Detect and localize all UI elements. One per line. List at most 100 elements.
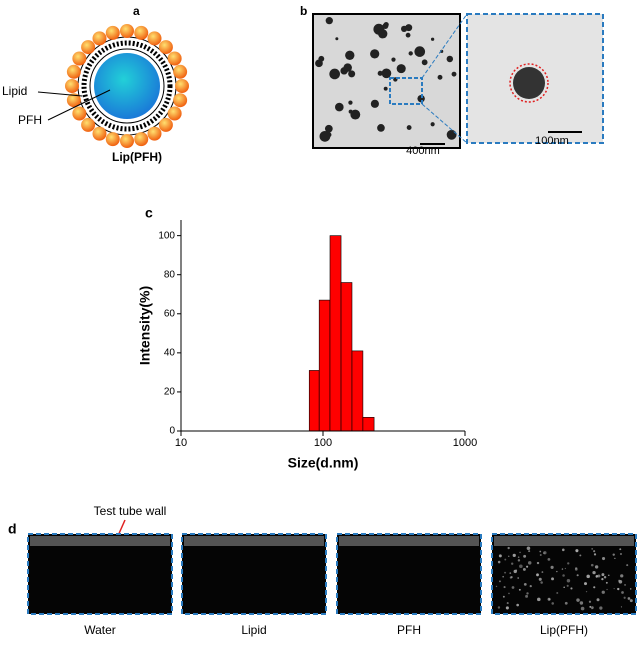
lipid-bead <box>72 106 87 121</box>
echo <box>537 597 541 602</box>
lipid-bead <box>81 117 96 132</box>
echo <box>502 575 504 578</box>
echo <box>627 597 631 600</box>
echo <box>593 553 597 556</box>
lipid-bead <box>120 24 134 38</box>
echo <box>576 598 580 602</box>
echo <box>592 570 596 575</box>
echo <box>508 592 510 595</box>
echo <box>617 587 620 591</box>
echo <box>511 562 514 565</box>
echo <box>539 553 542 556</box>
echo <box>601 590 605 594</box>
echo <box>612 553 615 556</box>
echo <box>522 567 526 571</box>
annotation: Test tube wall <box>94 504 167 518</box>
echo <box>613 587 615 590</box>
particle <box>343 63 352 72</box>
particle <box>408 51 413 56</box>
lipid-bead <box>66 64 81 79</box>
lipid-bead <box>105 132 120 147</box>
particle <box>378 29 388 39</box>
echo <box>618 580 623 584</box>
lipid-bead <box>81 40 96 55</box>
echo <box>511 586 515 589</box>
image-label: Lip(PFH) <box>540 623 588 637</box>
label: Lipid <box>2 84 27 98</box>
echo <box>601 573 605 577</box>
zoom-line <box>421 13 468 79</box>
frame <box>336 533 482 615</box>
echo <box>541 571 544 573</box>
echo <box>523 554 527 558</box>
echo <box>584 582 588 586</box>
lipid-bead <box>66 93 81 108</box>
frame <box>181 533 327 615</box>
echo <box>556 570 558 573</box>
x-axis-title: Size(d.nm) <box>288 455 359 471</box>
tube-wall <box>184 536 324 546</box>
particle <box>325 16 333 25</box>
image-label: Lipid <box>241 623 266 637</box>
ultrasound-image <box>337 534 481 614</box>
tube-wall <box>30 536 170 546</box>
echo <box>597 574 601 578</box>
particle <box>370 49 380 59</box>
echo <box>529 585 532 588</box>
echo <box>540 581 543 584</box>
panel-label: c <box>145 205 153 221</box>
echo <box>497 560 501 564</box>
particle <box>377 124 385 132</box>
echo <box>516 603 520 607</box>
echo <box>536 561 540 565</box>
panel-label: b <box>300 4 307 18</box>
particle <box>437 74 443 80</box>
echo <box>567 562 570 565</box>
echo <box>508 555 510 557</box>
particle <box>430 37 435 41</box>
echo <box>621 591 624 594</box>
lipid-bead <box>158 117 173 132</box>
ultrasound-images: Water Lipid PFH Lip(PFH) <box>27 533 637 637</box>
echo <box>515 569 518 572</box>
histogram-chart: c 0 20 40 60 80 100 10 100 1000 Size(d.nm) Intensit… <box>137 205 478 471</box>
echo <box>563 586 565 588</box>
lipid-bead <box>175 79 189 93</box>
particle <box>451 71 457 77</box>
echo <box>588 600 592 603</box>
echo <box>601 556 606 561</box>
particle <box>430 122 435 127</box>
echo <box>591 608 593 610</box>
particle <box>405 32 411 38</box>
panel-label: a <box>133 4 140 18</box>
echo <box>601 578 604 581</box>
echo <box>566 584 569 587</box>
echo <box>504 571 507 574</box>
echo <box>499 580 501 583</box>
particle <box>513 67 545 99</box>
lipid-bead <box>147 126 162 141</box>
echo <box>507 546 510 550</box>
lipid-bead <box>134 132 149 147</box>
echo <box>564 601 568 605</box>
echo <box>502 595 505 598</box>
tube-wall <box>339 536 479 546</box>
echo <box>509 572 512 574</box>
zoom-box <box>389 77 423 105</box>
x-tick-label: 10 <box>175 437 187 449</box>
image-label: PFH <box>397 623 421 637</box>
echo <box>579 601 584 605</box>
lipid-bead <box>92 31 107 46</box>
ultrasound-image <box>28 534 172 614</box>
particle <box>382 23 389 29</box>
echo <box>495 585 498 588</box>
bar <box>318 299 331 432</box>
label: PFH <box>18 113 42 127</box>
y-axis-title: Intensity(%) <box>137 286 153 365</box>
pointer <box>47 89 111 121</box>
particle <box>335 102 344 112</box>
echo <box>626 564 629 567</box>
caption: Lip(PFH) <box>112 150 162 164</box>
y-tick-label: 100 <box>158 230 175 241</box>
